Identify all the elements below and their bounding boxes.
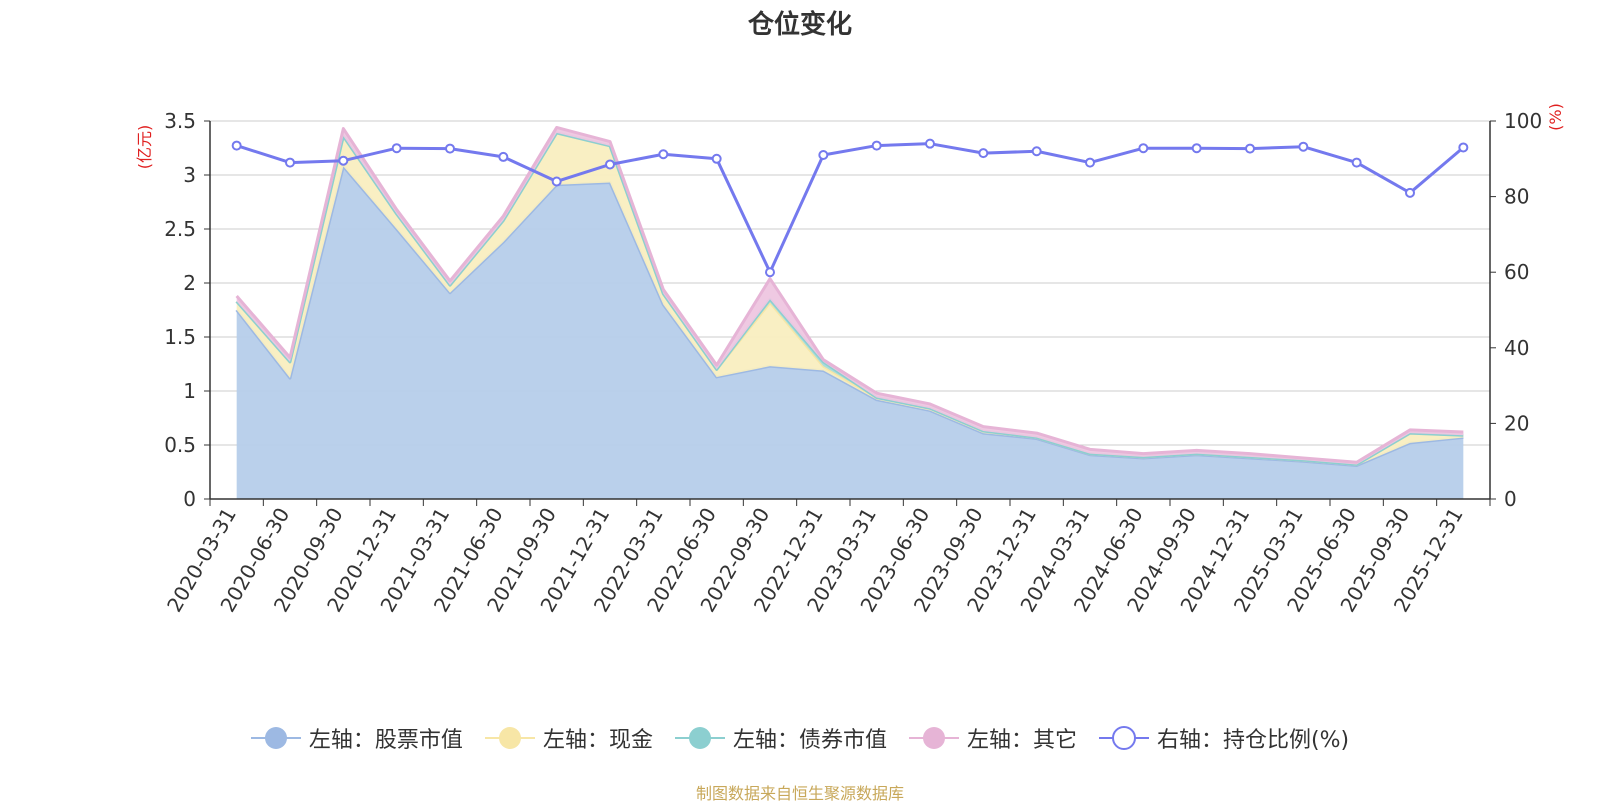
ratio-line-point: [231, 140, 242, 151]
left-axis-tick-label: 1: [183, 379, 196, 403]
area-series-0: [236, 166, 1464, 500]
ratio-line-point: [1245, 143, 1255, 154]
legend-area-marker-icon: [250, 727, 301, 749]
legend-marker-dot: [688, 727, 711, 749]
legend-label: 左轴：债券市值: [732, 728, 887, 753]
ratio-line-point: [925, 138, 935, 149]
legend-area-marker-icon: [674, 727, 725, 749]
legend-line-marker-icon: [1098, 726, 1149, 750]
ratio-line-path: [236, 142, 1465, 274]
left-axis-tick-label: 2.5: [164, 217, 196, 241]
right-axis-unit: (%): [1546, 103, 1565, 131]
ratio-line-point: [498, 151, 509, 162]
right-axis-tick-label: 0: [1504, 487, 1517, 511]
ratio-line-point: [1085, 157, 1095, 168]
ratio-line-point: [1138, 143, 1149, 154]
ratio-line-point: [1191, 143, 1202, 154]
legend-label: 左轴：现金: [542, 728, 653, 753]
legend-label: 右轴：持仓比例(%): [1156, 728, 1350, 753]
ratio-line-point: [818, 150, 829, 161]
legend-item[interactable]: 左轴：债券市值: [674, 722, 887, 754]
right-axis-tick-label: 40: [1504, 336, 1529, 360]
ratio-line-point: [1031, 146, 1042, 157]
left-axis-tick-label: 3: [183, 163, 196, 187]
legend-area-marker-icon: [908, 727, 959, 749]
ratio-line-point: [978, 148, 989, 159]
ratio-line-point: [765, 267, 775, 278]
ratio-line-point: [1351, 157, 1362, 168]
legend-item[interactable]: 左轴：现金: [484, 722, 653, 754]
legend-label: 左轴：其它: [966, 728, 1077, 753]
chart-title: 仓位变化: [747, 10, 852, 40]
legend-marker-dot: [264, 727, 287, 749]
left-axis-unit: (亿元): [135, 125, 154, 170]
legend-marker-dot: [1111, 726, 1136, 750]
ratio-line-point: [338, 155, 349, 166]
legend-area-marker-icon: [484, 727, 535, 749]
left-axis-tick-label: 0.5: [164, 433, 196, 457]
ratio-line-point: [391, 143, 402, 154]
right-axis-tick-label: 80: [1504, 185, 1529, 209]
legend: 左轴：股票市值 左轴：现金 左轴：债券市值 左轴：其它 右轴：持仓比例(%): [0, 722, 1600, 754]
stacked-areas: [235, 125, 1464, 500]
data-source-note: 制图数据来自恒生聚源数据库: [695, 784, 904, 803]
ratio-line-point: [285, 157, 295, 168]
left-axis-tick-label: 3.5: [164, 109, 196, 133]
position-ratio-line: [231, 138, 1469, 278]
legend-label: 左轴：股票市值: [308, 728, 463, 753]
ratio-line-point: [1298, 141, 1309, 152]
right-axis-tick-label: 20: [1504, 411, 1529, 435]
right-axis-tick-label: 100: [1504, 109, 1542, 133]
ratio-line-point: [605, 159, 615, 170]
legend-item[interactable]: 左轴：股票市值: [250, 722, 463, 754]
legend-item[interactable]: 左轴：其它: [908, 722, 1077, 754]
right-axis-tick-label: 60: [1504, 260, 1529, 284]
ratio-line-point: [711, 153, 722, 164]
ratio-line-point: [1405, 187, 1415, 198]
area-series-edge-3: [235, 125, 1464, 464]
left-axis-tick-label: 1.5: [164, 325, 196, 349]
ratio-line-point: [445, 143, 455, 154]
legend-item[interactable]: 右轴：持仓比例(%): [1098, 722, 1350, 754]
ratio-line-point: [551, 176, 562, 187]
left-axis-tick-label: 2: [183, 271, 196, 295]
legend-marker-dot: [922, 727, 945, 749]
ratio-line-point: [1458, 142, 1469, 153]
ratio-line-point: [871, 140, 882, 151]
legend-marker-dot: [498, 727, 521, 749]
ratio-line-point: [658, 149, 669, 160]
area-series-1: [236, 132, 1464, 466]
left-axis-tick-label: 0: [183, 487, 196, 511]
